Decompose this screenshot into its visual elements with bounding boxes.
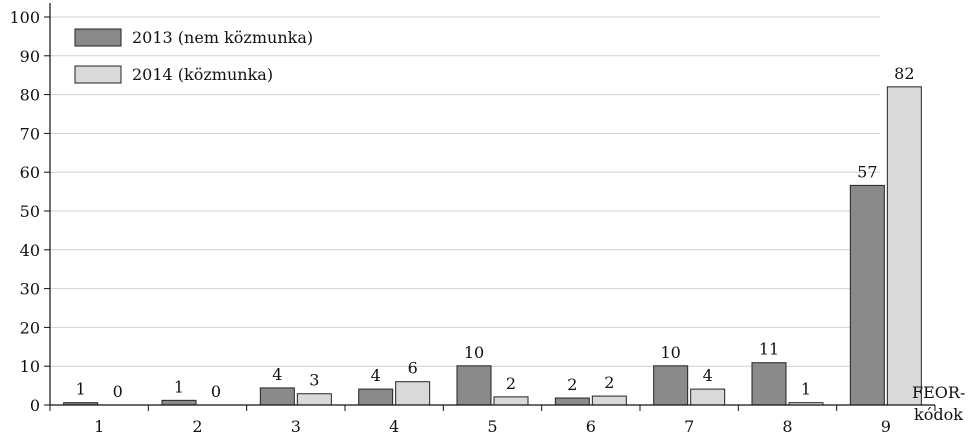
- x-tick-label-3: 3: [291, 417, 301, 436]
- bar-2014-9: [886, 86, 922, 406]
- data-label-2014-6: 2: [604, 373, 614, 392]
- data-label-2014-9: 82: [894, 64, 914, 83]
- bar-2014-5: [493, 396, 529, 406]
- bar-2013-4: [358, 388, 394, 406]
- bars: [63, 86, 922, 406]
- y-tick-label: 70: [20, 124, 40, 143]
- x-axis-ticks: 1 2 3 4 5 6 7 8 9: [49, 405, 936, 436]
- x-tick-label-5: 5: [487, 417, 497, 436]
- legend-swatch-2013: [74, 28, 122, 47]
- data-label-2014-4: 6: [408, 359, 418, 378]
- data-label-2013-7: 10: [660, 343, 680, 362]
- gridlines: [50, 16, 880, 367]
- bar-2013-2: [161, 399, 197, 406]
- bar-2014-4: [395, 381, 431, 406]
- data-label-2014-1: 0: [113, 382, 123, 401]
- x-axis-title-line-1: FEOR-: [912, 383, 965, 402]
- axes: [49, 3, 935, 406]
- bar-2013-3: [259, 387, 295, 406]
- x-tick-label-2: 2: [192, 417, 202, 436]
- data-label-2013-1: 1: [76, 380, 86, 399]
- y-tick-label: 80: [20, 86, 40, 105]
- data-label-2013-2: 1: [174, 377, 184, 396]
- legend-label-2013: 2013 (nem közmunka): [132, 28, 313, 47]
- data-label-2014-2: 0: [211, 382, 221, 401]
- data-label-2014-8: 1: [801, 380, 811, 399]
- y-tick-label: 0: [30, 396, 40, 415]
- data-label-2014-5: 2: [506, 374, 516, 393]
- x-axis-title-line-2: kódok: [914, 405, 963, 424]
- y-axis-ticks: 0 10 20 30 40 50 60 70 80 90 100: [9, 8, 50, 415]
- bar-2014-3: [296, 393, 332, 406]
- legend-label-2014: 2014 (közmunka): [132, 65, 273, 84]
- bar-2013-7: [653, 365, 689, 406]
- bar-2014-6: [591, 395, 627, 406]
- x-tick-label-9: 9: [881, 417, 891, 436]
- legend-swatch-2014: [74, 65, 122, 84]
- data-label-2014-3: 3: [309, 371, 319, 390]
- data-label-2013-9: 57: [857, 162, 877, 181]
- data-label-2013-6: 2: [567, 375, 577, 394]
- y-tick-label: 60: [20, 163, 40, 182]
- y-tick-label: 20: [20, 318, 40, 337]
- x-tick-label-7: 7: [684, 417, 694, 436]
- x-tick-label-8: 8: [782, 417, 792, 436]
- bar-2013-6: [554, 397, 590, 406]
- x-axis-title: FEOR- kódok: [912, 383, 965, 424]
- x-tick-label-4: 4: [389, 417, 399, 436]
- data-label-2013-3: 4: [272, 365, 282, 384]
- y-tick-label: 90: [20, 47, 40, 66]
- data-label-2013-5: 10: [464, 343, 484, 362]
- y-tick-label: 50: [20, 202, 40, 221]
- bar-2014-7: [690, 388, 726, 406]
- bar-2013-5: [456, 365, 492, 406]
- y-tick-label: 30: [20, 280, 40, 299]
- data-label-2013-4: 4: [371, 366, 381, 385]
- x-tick-label-1: 1: [94, 417, 104, 436]
- y-tick-label: 10: [20, 357, 40, 376]
- bar-2013-8: [751, 362, 787, 406]
- x-tick-label-6: 6: [586, 417, 596, 436]
- bar-2013-9: [849, 184, 885, 406]
- legend: 2013 (nem közmunka) 2014 (közmunka): [74, 28, 313, 84]
- y-tick-label: 40: [20, 241, 40, 260]
- data-label-2014-7: 4: [703, 366, 713, 385]
- data-label-2013-8: 11: [759, 340, 779, 359]
- y-tick-label: 100: [9, 8, 40, 27]
